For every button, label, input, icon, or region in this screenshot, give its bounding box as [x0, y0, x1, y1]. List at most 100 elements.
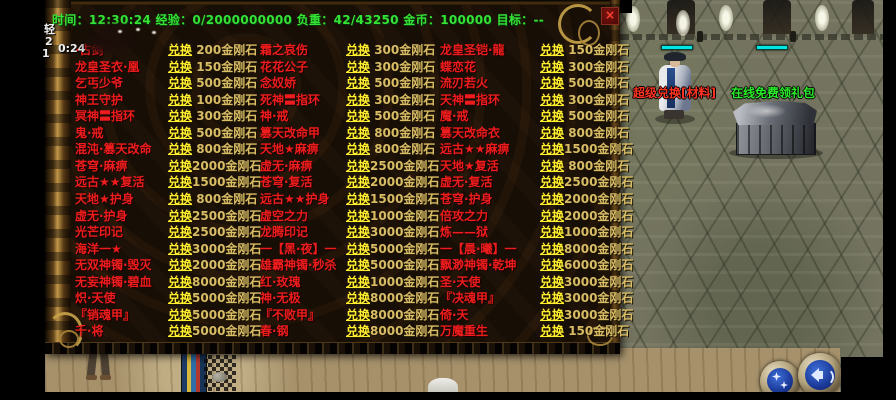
sound-button[interactable] [798, 353, 842, 397]
exchange-link[interactable]: 兑换 [540, 241, 565, 256]
exchange-link[interactable]: 兑换 [346, 208, 371, 223]
exchange-link[interactable]: 兑换 [346, 76, 371, 91]
exchange-link[interactable]: 兑换 [540, 225, 565, 240]
item-name: 天地★麻痹 [260, 142, 319, 157]
exchange-link[interactable]: 兑换 [540, 191, 565, 206]
cost-label: 5000金刚石 [370, 241, 440, 256]
item-name: 远古★★复活 [75, 175, 145, 190]
exchange-pair: 兑换 100金刚石 [168, 91, 257, 108]
exchange-row: 炽·天使 兑换5000金刚石 神·无极 兑换8000金刚石 『决魂甲』 兑换3000金刚石 [0, 289, 700, 306]
cost-label: 300金刚石 [370, 43, 436, 57]
exchange-link[interactable]: 兑换 [346, 191, 371, 206]
exchange-link[interactable]: 兑换 [346, 274, 371, 289]
exchange-npc-label[interactable]: 超级兑换[材料] [633, 86, 716, 100]
exchange-link[interactable]: 兑换 [540, 43, 565, 57]
exchange-link[interactable]: 兑换 [168, 142, 193, 157]
exchange-pair: 兑换 500金刚石 [168, 124, 257, 141]
exchange-pair: 兑换8000金刚石 [346, 322, 439, 339]
cost-label: 2000金刚石 [564, 208, 634, 223]
exchange-pair: 兑换 800金刚石 [540, 124, 629, 141]
exchange-link[interactable]: 兑换 [346, 142, 371, 157]
exchange-link[interactable]: 兑换 [168, 43, 193, 57]
exchange-link[interactable]: 兑换 [540, 142, 565, 157]
exchange-link[interactable]: 兑换 [168, 158, 193, 173]
cost-label: 5000金刚石 [192, 324, 262, 339]
corner-black-block [841, 357, 896, 400]
exchange-link[interactable]: 兑换 [540, 158, 565, 173]
gift-chest-sprite[interactable] [729, 101, 823, 159]
cost-label: 8000金刚石 [564, 241, 634, 256]
exchange-link[interactable]: 兑换 [346, 175, 371, 190]
exchange-link[interactable]: 兑换 [540, 274, 565, 289]
exchange-link[interactable]: 兑换 [540, 109, 565, 124]
rock-sprite [212, 372, 227, 382]
exchange-pair: 兑换 800金刚石 [168, 140, 257, 157]
item-name: 『销魂甲』 [75, 307, 136, 322]
exchange-row: 龙皇圣衣·凰 兑换 150金刚石 花花公子 兑换 300金刚石 蝶恋花 兑换 300金刚石 [0, 58, 700, 74]
cost-label: 5000金刚石 [370, 258, 440, 273]
exchange-link[interactable]: 兑换 [540, 258, 565, 273]
panel-border-top [45, 0, 620, 5]
npc-shadow [655, 114, 695, 124]
exchange-link[interactable]: 兑换 [168, 59, 193, 74]
gift-chest-label[interactable]: 在线免费领礼包 [731, 86, 816, 100]
exchange-npc-sprite[interactable] [655, 52, 695, 127]
exchange-link[interactable]: 兑换 [346, 158, 371, 173]
item-name: 圣·天使 [440, 274, 481, 289]
item-name: 虚无·麻痹 [260, 158, 313, 173]
exchange-link[interactable]: 兑换 [168, 324, 193, 339]
cost-label: 2000金刚石 [192, 158, 262, 173]
exchange-row: 鬼·戒 兑换 500金刚石 篡天改命甲 兑换 800金刚石 篡天改命衣 兑换 800金刚石 [0, 124, 700, 141]
exchange-link[interactable]: 兑换 [540, 208, 565, 223]
exchange-link[interactable]: 兑换 [346, 225, 371, 240]
cost-label: 8000金刚石 [370, 324, 440, 339]
close-icon[interactable]: × [601, 7, 619, 25]
exchange-link[interactable]: 兑换 [168, 92, 193, 107]
exchange-link[interactable]: 兑换 [346, 307, 371, 322]
exchange-pair: 兑换1000金刚石 [346, 207, 439, 224]
exchange-link[interactable]: 兑换 [346, 324, 371, 339]
exchange-pair: 兑换8000金刚石 [346, 306, 439, 323]
exchange-pair: 兑换6000金刚石 [540, 256, 633, 273]
exchange-link[interactable]: 兑换 [346, 59, 371, 74]
gold-ornament [578, 20, 600, 46]
exchange-link[interactable]: 兑换 [168, 258, 193, 273]
exchange-link[interactable]: 兑换 [346, 43, 371, 57]
exchange-link[interactable]: 兑换 [168, 208, 193, 223]
exchange-link[interactable]: 兑换 [168, 274, 193, 289]
exchange-link[interactable]: 兑换 [346, 291, 371, 306]
exchange-link[interactable]: 兑换 [540, 92, 565, 107]
exchange-link[interactable]: 兑换 [168, 307, 193, 322]
exchange-link[interactable]: 兑换 [168, 76, 193, 91]
exchange-link[interactable]: 兑换 [346, 241, 371, 256]
exchange-link[interactable]: 兑换 [168, 225, 193, 240]
exchange-link[interactable]: 兑换 [540, 307, 565, 322]
item-name: 春·钢 [260, 324, 289, 339]
exchange-link[interactable]: 兑换 [168, 241, 193, 256]
exchange-link[interactable]: 兑换 [168, 109, 193, 124]
exchange-link[interactable]: 兑换 [540, 175, 565, 190]
exchange-link[interactable]: 兑换 [540, 291, 565, 306]
item-name: 光芒印记 [75, 225, 124, 240]
exchange-link[interactable]: 兑换 [346, 125, 371, 140]
cost-label: 800金刚石 [192, 191, 258, 206]
exchange-link[interactable]: 兑换 [540, 59, 565, 74]
cost-label: 8000金刚石 [370, 307, 440, 322]
exchange-link[interactable]: 兑换 [168, 291, 193, 306]
exchange-link[interactable]: 兑换 [346, 109, 371, 124]
exchange-link[interactable]: 兑换 [168, 191, 193, 206]
item-name: 鬼·戒 [75, 125, 104, 140]
exchange-pair: 兑换 800金刚石 [346, 124, 435, 141]
left-black-edge [0, 0, 45, 400]
cost-label: 500金刚石 [192, 76, 258, 91]
exchange-link[interactable]: 兑换 [540, 76, 565, 91]
exchange-link[interactable]: 兑换 [168, 125, 193, 140]
exchange-link[interactable]: 兑换 [540, 125, 565, 140]
cost-label: 100金刚石 [192, 92, 258, 107]
exchange-link[interactable]: 兑换 [168, 175, 193, 190]
exchange-link[interactable]: 兑换 [346, 258, 371, 273]
exchange-link[interactable]: 兑换 [346, 92, 371, 107]
exchange-link[interactable]: 兑换 [540, 324, 565, 339]
stars-button-face [767, 368, 793, 394]
cost-label: 5000金刚石 [192, 307, 262, 322]
